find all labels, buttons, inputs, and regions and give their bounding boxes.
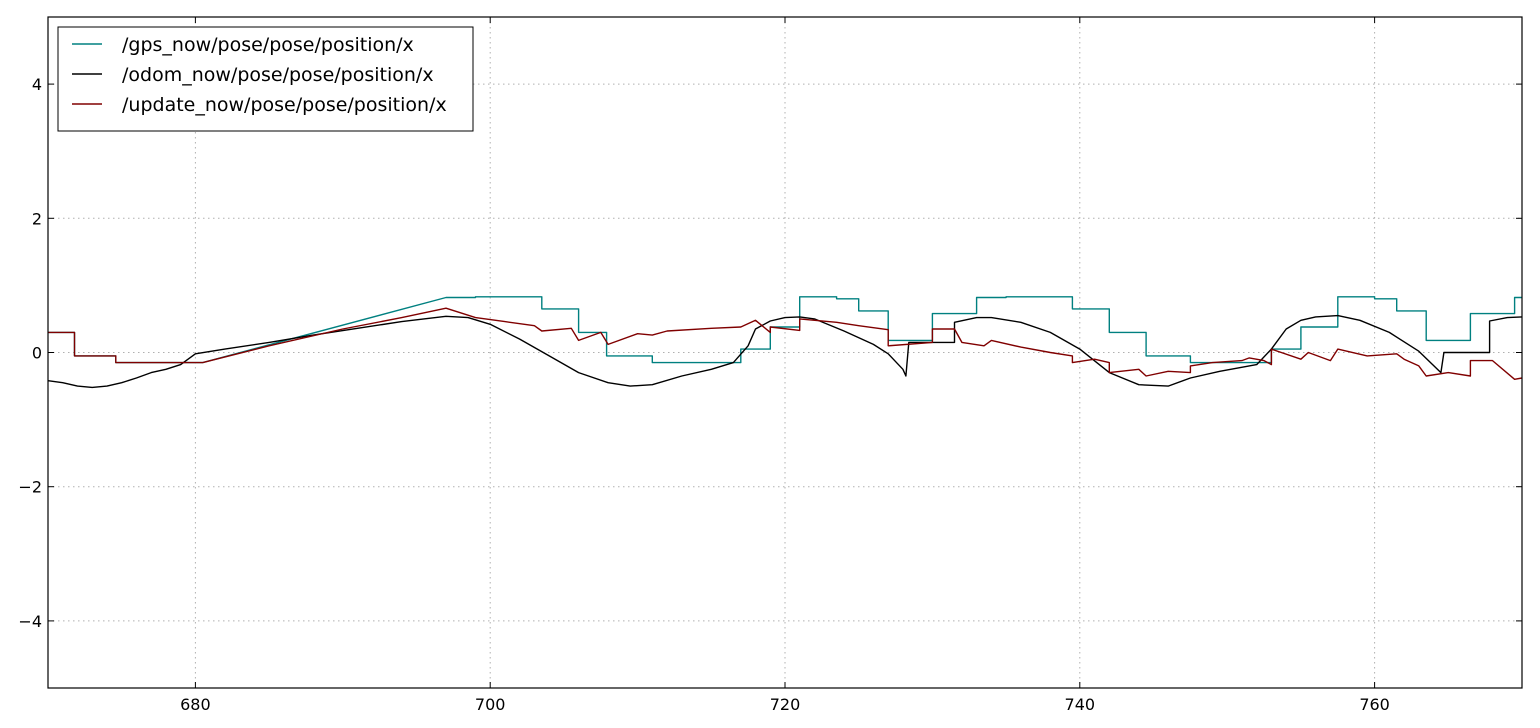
series-group bbox=[48, 296, 1522, 389]
y-tick-label: −2 bbox=[18, 478, 42, 497]
series-line-1 bbox=[48, 296, 1522, 364]
series-line-2 bbox=[48, 314, 1522, 389]
y-tick-label: −4 bbox=[18, 612, 42, 631]
legend-label-2: /odom_now/pose/pose/position/x bbox=[122, 64, 434, 86]
series-line-3 bbox=[48, 307, 1522, 380]
legend-box bbox=[57, 26, 474, 132]
x-tick-label: 740 bbox=[1065, 695, 1096, 714]
y-tick-label: 2 bbox=[32, 209, 42, 228]
y-tick-label: 0 bbox=[32, 344, 42, 363]
y-tick-label: 4 bbox=[32, 75, 42, 94]
x-tick-label: 680 bbox=[180, 695, 211, 714]
x-tick-label: 700 bbox=[475, 695, 506, 714]
legend-label-1: /gps_now/pose/pose/position/x bbox=[122, 34, 414, 56]
legend-label-3: /update_now/pose/pose/position/x bbox=[122, 94, 447, 116]
x-tick-label: 760 bbox=[1359, 695, 1390, 714]
axis-ticks: 680 700 720 740 760 −4 −2 0 2 4 bbox=[18, 17, 1522, 714]
x-tick-label: 720 bbox=[770, 695, 801, 714]
legend: /gps_now/pose/pose/position/x/odom_now/p… bbox=[57, 26, 474, 132]
